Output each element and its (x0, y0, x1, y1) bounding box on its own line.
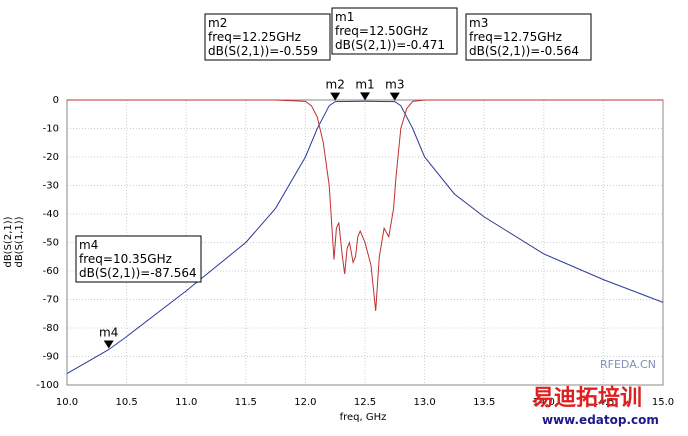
y-tick-label: -100 (36, 380, 59, 391)
marker-box-name: m1 (335, 10, 354, 24)
y-axis-label-s11: dB(S(1,1)) (14, 216, 25, 267)
marker-box-name: m2 (208, 16, 227, 30)
y-tick-label: -30 (43, 181, 59, 192)
marker-triangle (330, 92, 341, 101)
x-tick-label: 12.0 (294, 397, 316, 408)
marker-name: m1 (355, 77, 374, 91)
marker-box-name: m4 (79, 238, 98, 252)
marker-box-value: dB(S(2,1))=-0.559 (208, 44, 318, 58)
x-axis-label: freq, GHz (340, 412, 387, 423)
y-tick-label: -90 (43, 352, 59, 363)
x-tick-label: 13.5 (473, 397, 495, 408)
y-tick-label: -10 (43, 124, 59, 135)
marker-triangle (360, 92, 370, 101)
watermark: 易迪拓培训 (532, 385, 642, 411)
marker-box-freq: freq=12.50GHz (335, 24, 428, 38)
y-tick-label: 0 (53, 95, 59, 106)
marker-triangle (389, 92, 400, 101)
y-tick-label: -40 (43, 209, 59, 220)
x-tick-label: 11.0 (175, 397, 197, 408)
marker-triangle (103, 340, 114, 349)
y-tick-label: -70 (43, 295, 59, 306)
x-tick-label: 14.0 (533, 397, 555, 408)
marker-box-frame (75, 235, 202, 283)
series-line (67, 99, 663, 311)
x-tick-label: 10.0 (56, 397, 78, 408)
marker-box-value: dB(S(2,1))=-0.564 (469, 44, 579, 58)
x-tick-label: 12.5 (354, 397, 376, 408)
marker-name: m2 (326, 78, 345, 92)
marker-name: m4 (99, 326, 118, 340)
watermark: www.edatop.com (542, 413, 659, 427)
marker-box-freq: freq=10.35GHz (79, 252, 172, 266)
marker-box-frame (204, 13, 331, 61)
marker-box-frame (331, 7, 458, 55)
y-axis-label-s21: dB(S(2,1)) (3, 216, 14, 267)
watermark: RFEDA.CN (600, 358, 656, 371)
marker-box-frame (465, 13, 592, 61)
y-tick-label: -50 (43, 238, 59, 249)
x-tick-label: 10.5 (115, 397, 137, 408)
x-tick-label: 15.0 (652, 397, 674, 408)
y-tick-label: -80 (43, 323, 59, 334)
y-tick-label: -60 (43, 266, 59, 277)
marker-box-value: dB(S(2,1))=-87.564 (79, 266, 197, 280)
marker-box-freq: freq=12.75GHz (469, 30, 562, 44)
marker-box-value: dB(S(2,1))=-0.471 (335, 38, 445, 52)
x-tick-label: 14.5 (592, 397, 614, 408)
x-tick-label: 11.5 (235, 397, 257, 408)
y-tick-label: -20 (43, 152, 59, 163)
marker-box-name: m3 (469, 16, 488, 30)
marker-box-freq: freq=12.25GHz (208, 30, 301, 44)
series-line (66, 100, 664, 375)
marker-name: m3 (385, 78, 404, 92)
x-tick-label: 13.0 (413, 397, 435, 408)
